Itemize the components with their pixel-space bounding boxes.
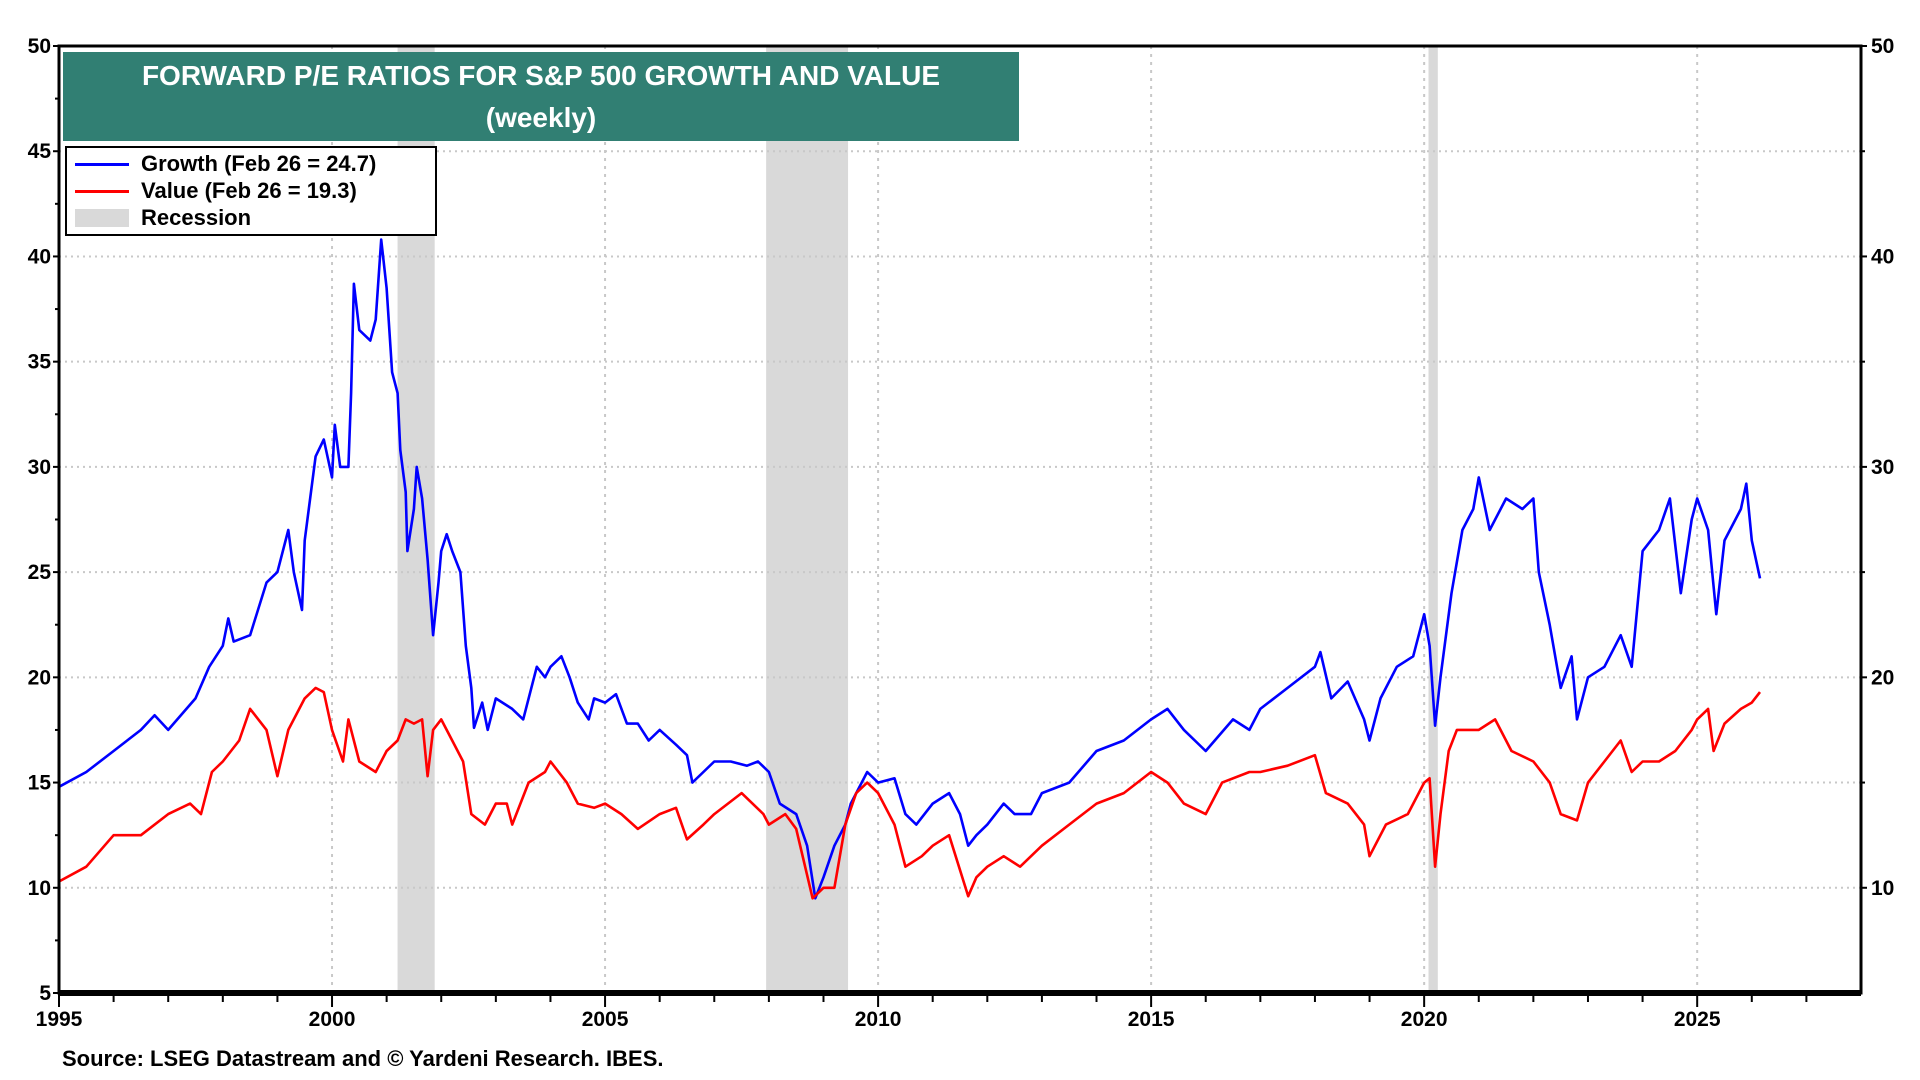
legend: Growth (Feb 26 = 24.7) Value (Feb 26 = 1…: [65, 146, 437, 236]
legend-item-value: Value (Feb 26 = 19.3): [75, 178, 357, 204]
chart-title: FORWARD P/E RATIOS FOR S&P 500 GROWTH AN…: [141, 60, 941, 91]
recession-bands: [397, 46, 1438, 993]
y-tick-label: 25: [28, 561, 52, 584]
legend-label-recession: Recession: [141, 205, 252, 230]
recession-swatch: [75, 209, 129, 227]
series-line-growth: [58, 238, 1762, 900]
recession-band: [766, 46, 849, 993]
x-tick-label: 2015: [1128, 1008, 1175, 1031]
y-right-tick-label: 40: [1871, 245, 1894, 268]
value-swatch: [75, 189, 129, 193]
recession-band: [1428, 46, 1438, 993]
y-tick-label: 30: [28, 456, 51, 479]
y-tick-label: 15: [28, 772, 52, 795]
x-tick-label: 2020: [1401, 1008, 1448, 1031]
y-tick-label: 50: [28, 35, 51, 58]
y-right-tick-label: 30: [1871, 456, 1894, 479]
x-tick-label: 2010: [855, 1008, 902, 1031]
x-tick-label: 2005: [582, 1008, 629, 1031]
y-tick-label: 35: [28, 351, 52, 374]
x-tick-label: 2025: [1674, 1008, 1721, 1031]
growth-swatch: [75, 162, 129, 166]
series-line-value: [58, 686, 1762, 900]
y-tick-label: 10: [28, 877, 51, 900]
legend-item-recession: Recession: [75, 205, 251, 231]
legend-label-growth: Growth (Feb 26 = 24.7): [141, 151, 377, 176]
y-tick-label: 5: [39, 982, 51, 1005]
x-tick-label: 2000: [309, 1008, 356, 1031]
series-lines: [58, 238, 1762, 900]
chart-title-box: FORWARD P/E RATIOS FOR S&P 500 GROWTH AN…: [63, 52, 1019, 141]
y-tick-label: 45: [28, 140, 52, 163]
y-tick-label: 20: [28, 666, 51, 689]
legend-label-value: Value (Feb 26 = 19.3): [141, 178, 357, 203]
y-right-tick-label: 50: [1871, 35, 1894, 58]
source-note: Source: LSEG Datastream and © Yardeni Re…: [62, 1046, 664, 1071]
x-tick-label: 1995: [36, 1008, 83, 1031]
y-tick-label: 40: [28, 245, 51, 268]
chart-subtitle: (weekly): [485, 102, 597, 133]
y-right-tick-label: 20: [1871, 666, 1894, 689]
y-right-tick-label: 10: [1871, 877, 1894, 900]
legend-item-growth: Growth (Feb 26 = 24.7): [75, 151, 376, 177]
